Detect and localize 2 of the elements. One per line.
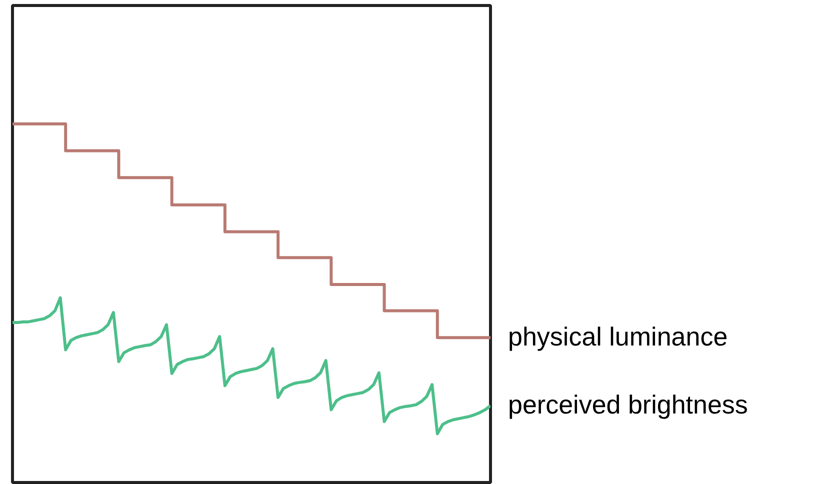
series-label: physical luminance	[508, 320, 728, 354]
series-label: perceived brightness	[508, 388, 748, 422]
